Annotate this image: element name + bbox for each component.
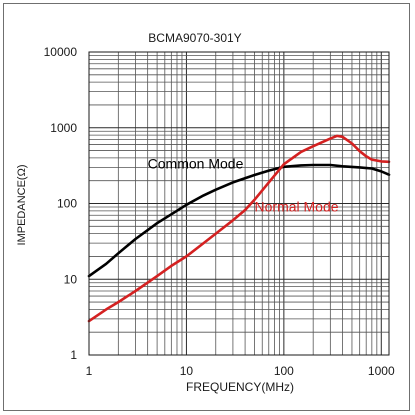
- grid: [88, 51, 389, 356]
- plot-border: [88, 51, 390, 356]
- x-axis-label: FREQUENCY(MHz): [186, 380, 294, 394]
- normal-mode-line: [87, 134, 391, 323]
- y-axis-label: IMPEDANCE(Ω): [16, 165, 28, 246]
- x-tick-label: 1: [86, 364, 93, 378]
- y-tick-label: 100: [57, 197, 77, 211]
- annotation-layer: Common Mode Normal Mode: [148, 155, 339, 214]
- x-tick-label: 100: [274, 364, 294, 378]
- y-tick-label: 1: [70, 348, 77, 362]
- impedance-chart: BCMA9070-301Y FREQUENCY(MHz) IMPEDANCE(Ω…: [16, 31, 395, 394]
- axis-ticks: 1 10 100 1000 1 10 100 1000 10000: [44, 45, 395, 378]
- chart-title: BCMA9070-301Y: [148, 31, 241, 45]
- normal-mode-label: Normal Mode: [255, 199, 339, 215]
- chart-frame: BCMA9070-301Y FREQUENCY(MHz) IMPEDANCE(Ω…: [3, 3, 410, 411]
- y-tick-label: 10000: [44, 45, 78, 59]
- common-mode-label: Common Mode: [148, 155, 244, 171]
- series-layer: [87, 134, 391, 323]
- y-tick-label: 1000: [50, 121, 77, 135]
- x-tick-label: 10: [180, 364, 194, 378]
- y-tick-label: 10: [64, 272, 78, 286]
- x-tick-label: 1000: [368, 364, 395, 378]
- common-mode-line: [87, 163, 391, 278]
